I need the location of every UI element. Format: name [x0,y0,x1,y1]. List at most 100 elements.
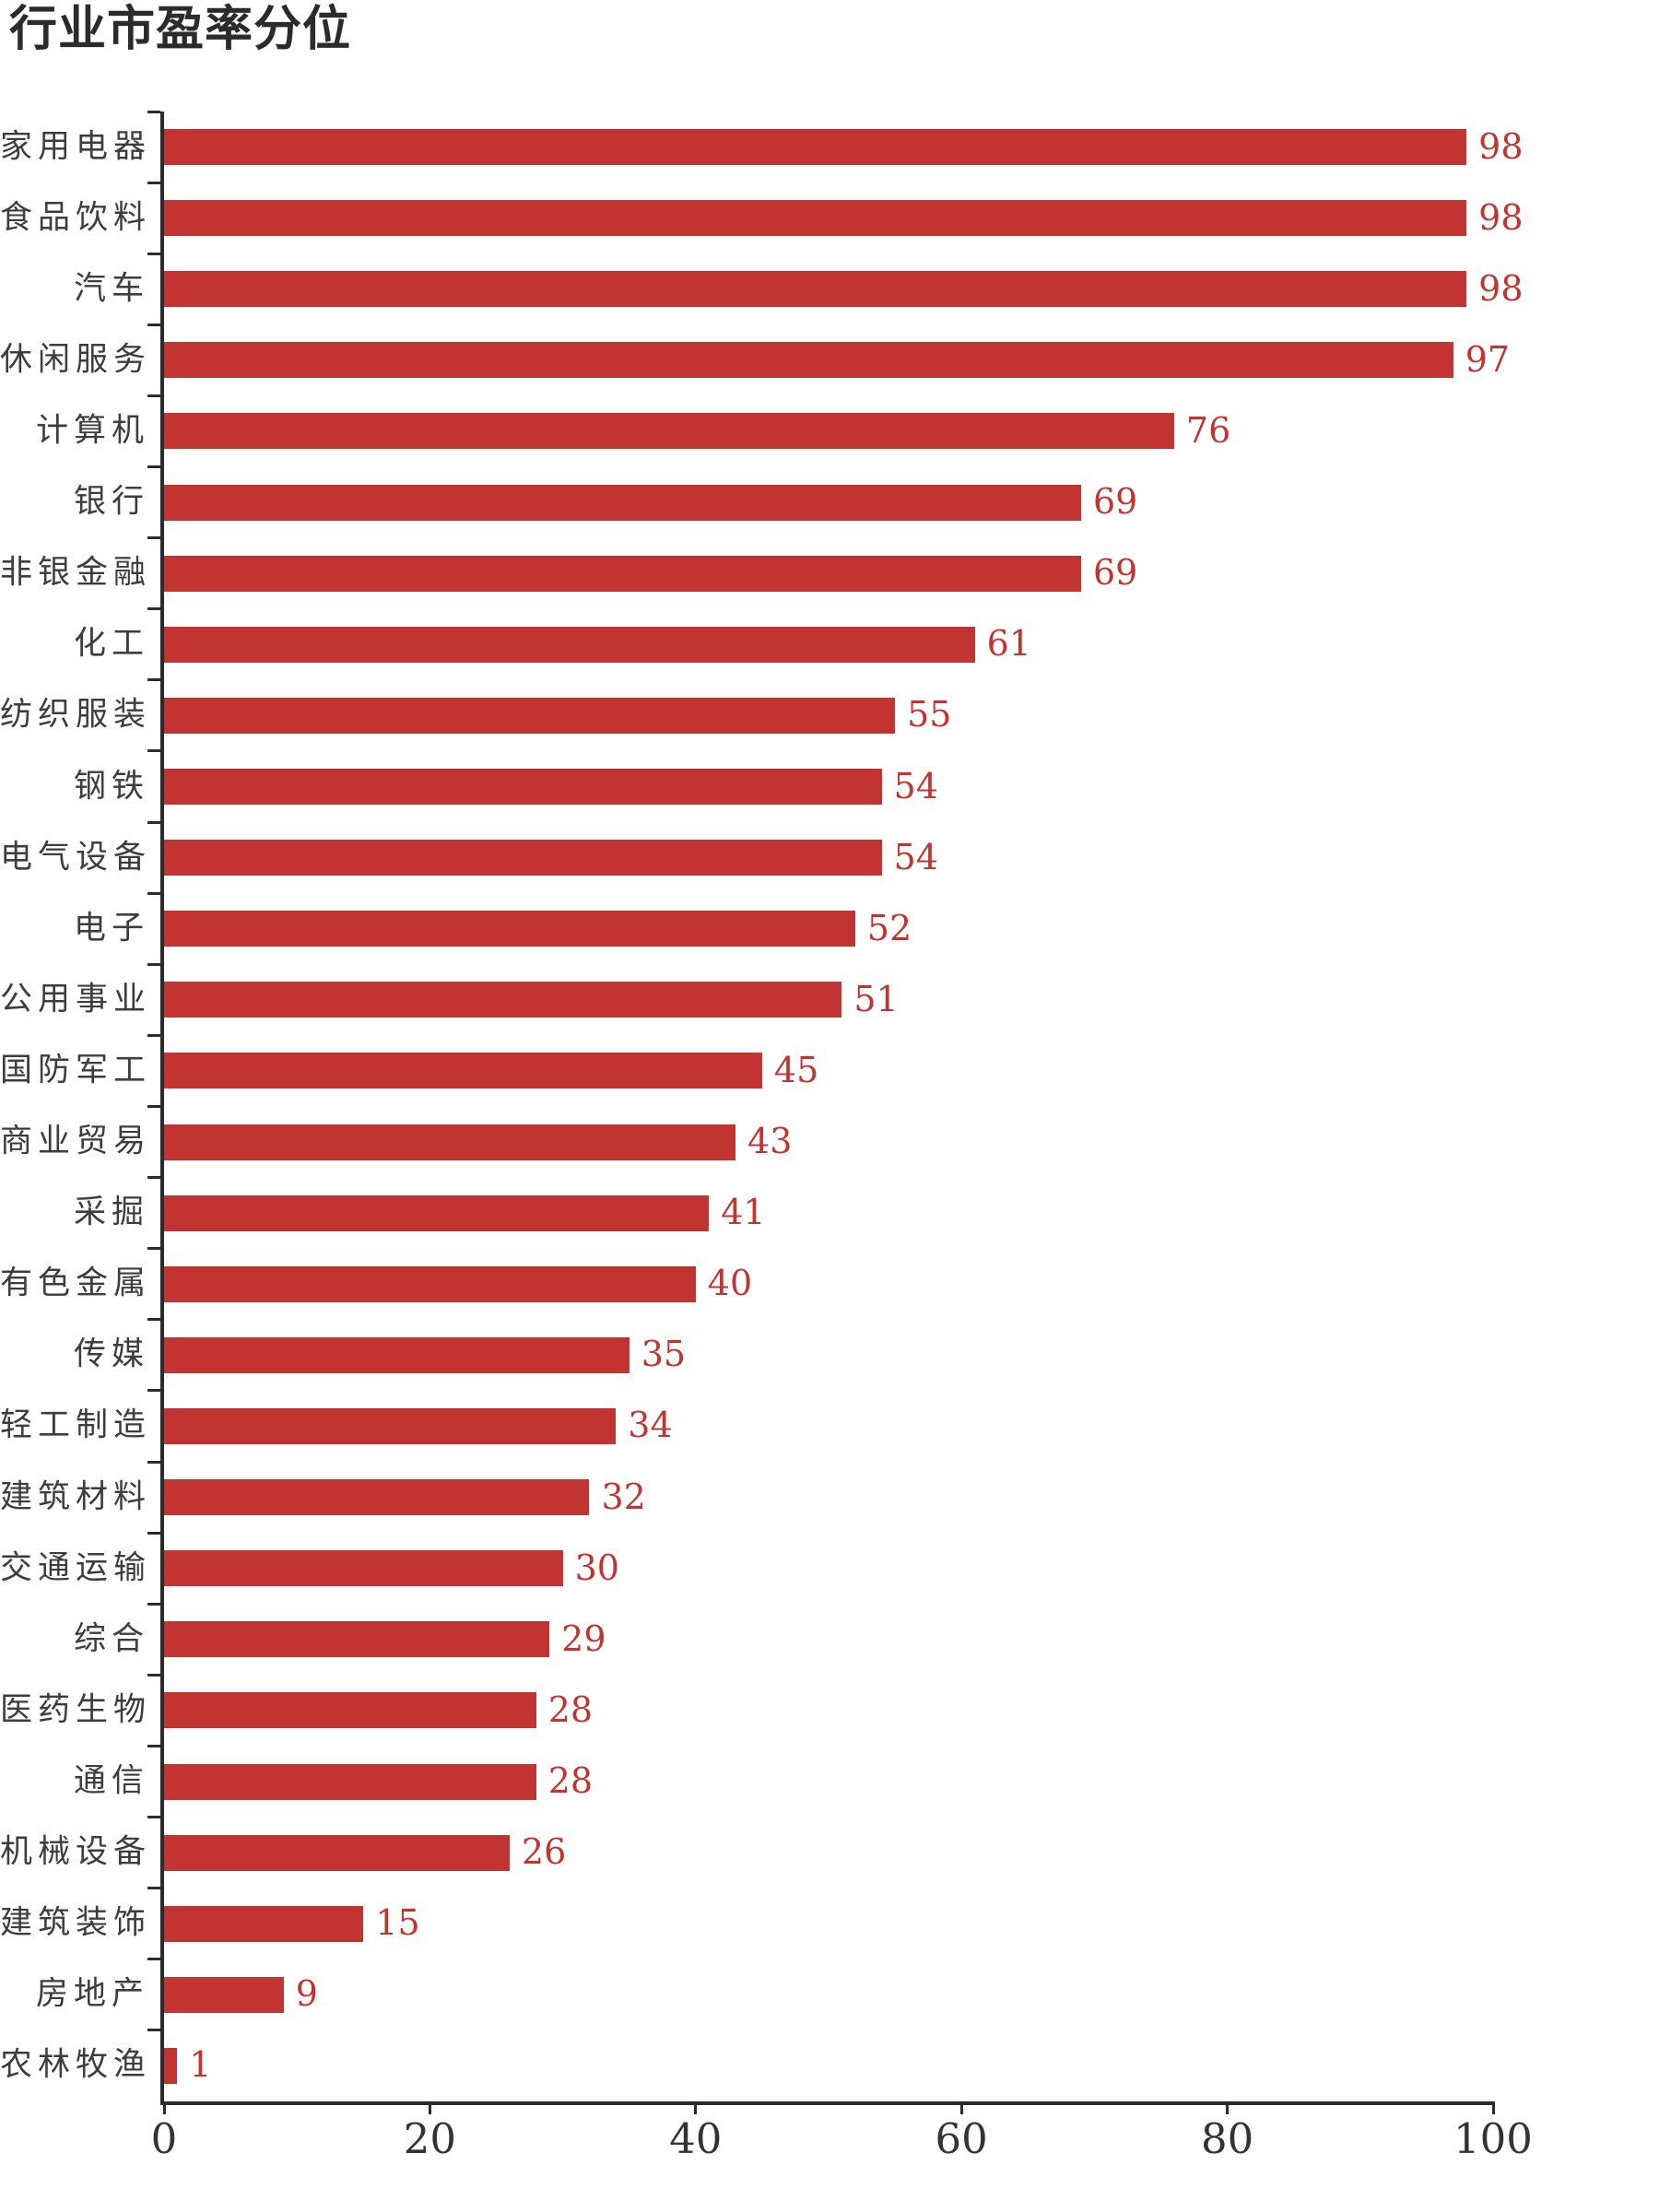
value-label: 69 [1092,481,1138,523]
bar [164,1194,710,1231]
bar [164,1407,617,1444]
bar [164,1479,590,1516]
value-label: 34 [628,1405,673,1446]
value-label: 51 [853,979,899,1020]
x-axis-tick-label: 100 [1453,2114,1533,2163]
category-label: 建筑材料 [0,1478,152,1516]
x-axis-tick [959,2105,963,2114]
y-axis-tick [147,1105,160,1108]
category-label: 家用电器 [0,128,152,166]
value-label: 26 [521,1831,567,1873]
x-axis-tick-label: 80 [1200,2114,1254,2163]
value-label: 35 [641,1334,687,1375]
value-label: 43 [747,1121,793,1162]
category-label: 交通运输 [0,1549,152,1587]
category-label: 农林牧渔 [0,2046,152,2084]
category-label: 传媒 [73,1335,149,1373]
bar [164,1550,563,1587]
y-axis-tick [147,110,160,113]
bar [164,1265,696,1302]
y-axis-tick [147,1531,160,1535]
y-axis-tick [147,1887,160,1890]
value-label: 30 [574,1547,619,1588]
category-label: 国防军工 [0,1052,152,1089]
value-label: 28 [547,1760,594,1802]
bar [164,2047,178,2084]
y-axis-tick [147,1958,160,1961]
category-label: 机械设备 [0,1833,152,1871]
bar [164,1621,550,1658]
bar [164,1692,536,1729]
bar [164,1834,510,1871]
y-axis-tick [147,394,160,397]
y-axis-tick [147,181,160,184]
value-label: 9 [295,1973,318,2015]
category-label: 食品饮料 [0,199,152,237]
value-label: 61 [986,623,1031,665]
x-axis-tick-label: 0 [150,2114,178,2163]
value-label: 55 [907,694,952,735]
category-label: 汽车 [73,270,149,308]
y-axis-tick [147,607,160,611]
value-label: 28 [547,1689,594,1731]
value-label: 32 [601,1476,646,1517]
category-label: 房地产 [35,1975,149,2013]
y-axis-tick [147,1460,160,1464]
y-axis-tick [147,2029,160,2032]
y-axis-tick [147,1176,160,1180]
x-axis-tick-label: 60 [935,2114,988,2163]
category-label: 银行 [73,483,149,521]
value-label: 98 [1478,196,1524,238]
bar [164,769,882,806]
x-axis-tick [1226,2105,1230,2114]
category-label: 采掘 [73,1194,149,1231]
category-label: 综合 [73,1620,149,1658]
value-label: 54 [893,765,939,806]
y-axis-tick [147,962,160,966]
value-label: 98 [1478,268,1524,310]
category-label: 商业贸易 [0,1123,152,1160]
y-axis-tick [147,1816,160,1819]
chart-title: 行业市盈率分位 [9,3,352,56]
category-label: 纺织服装 [0,696,152,734]
value-label: 29 [561,1618,606,1660]
y-axis-tick [147,1247,160,1251]
y-axis-tick [147,1673,160,1677]
y-axis-tick [147,1389,160,1393]
value-label: 41 [721,1192,766,1233]
bar [164,342,1453,379]
category-label: 计算机 [35,412,149,450]
category-label: 非银金融 [0,554,152,592]
category-label: 通信 [73,1762,149,1800]
x-axis-tick [162,2105,166,2114]
bar [164,1976,284,2013]
bar [164,484,1081,521]
value-label: 54 [893,836,939,877]
y-axis-tick [147,536,160,540]
y-axis-tick [147,749,160,753]
value-label: 69 [1092,552,1138,594]
bar [164,911,855,947]
category-label: 化工 [73,625,149,663]
category-label: 休闲服务 [0,341,152,379]
y-axis-tick [147,1602,160,1606]
bar [164,1905,364,1942]
bar [164,129,1467,166]
bar [164,840,882,877]
category-label: 电气设备 [0,839,152,877]
y-axis-tick [147,1318,160,1322]
category-label: 有色金属 [0,1265,152,1302]
value-label: 15 [375,1902,420,1944]
bar [164,1336,629,1373]
x-axis [160,2101,1495,2105]
y-axis-tick [147,891,160,895]
y-axis [160,112,164,2105]
y-axis-tick [147,1744,160,1747]
bar [164,555,1081,592]
bar [164,1124,736,1160]
bar [164,271,1467,308]
value-label: 45 [773,1050,819,1091]
y-axis-tick [147,820,160,824]
y-axis-tick [147,678,160,682]
value-label: 1 [189,2044,212,2086]
